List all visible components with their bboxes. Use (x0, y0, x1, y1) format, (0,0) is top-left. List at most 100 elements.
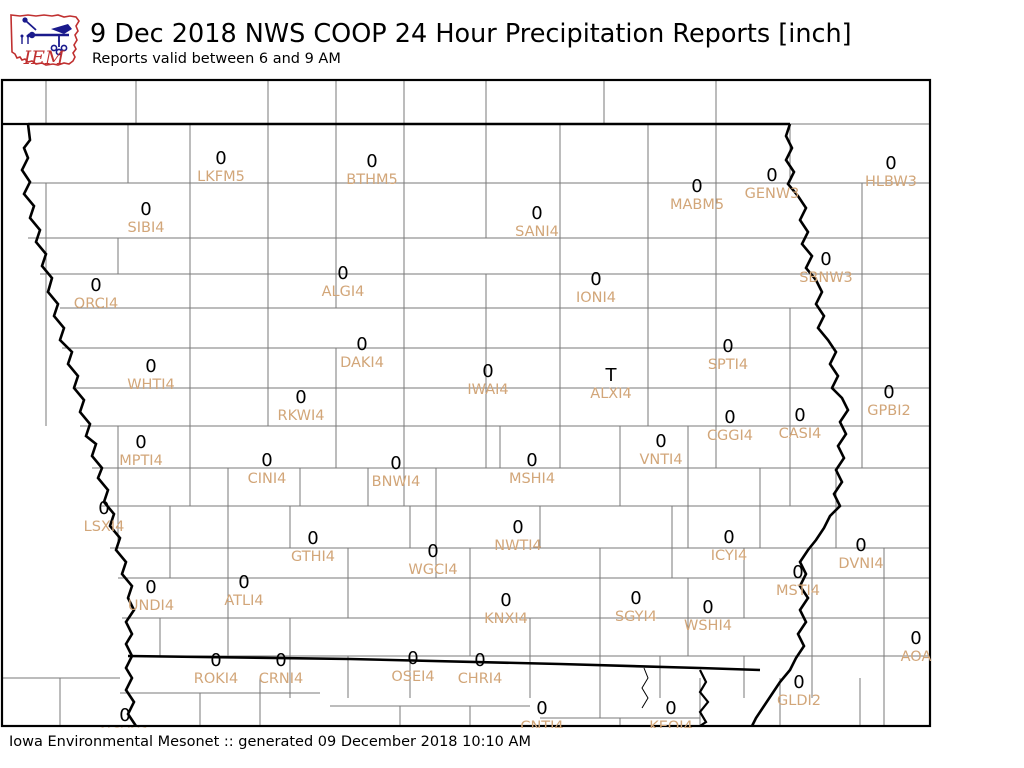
iowa-south-border (127, 654, 761, 672)
observation-value: 0 (140, 199, 151, 220)
observation-value: 0 (665, 698, 676, 719)
observation-value: 0 (427, 541, 438, 562)
vane-knob (22, 17, 28, 23)
anemometer-cup-left (50, 44, 58, 52)
observation-value: 0 (885, 153, 896, 174)
page-header: IEM 9 Dec 2018 NWS COOP 24 Hour Precipit… (0, 0, 1024, 78)
observation-value: 0 (474, 650, 485, 671)
observation-value: 0 (722, 336, 733, 357)
observation-value: 0 (366, 151, 377, 172)
map-canvas[interactable]: 0 LKFM5 0 BTHM5 0 MABM5 0 GENW3 0 HLBW3 0 SIBI4 0 SAN… (0, 78, 1024, 728)
station-id-label: SIBI4 (128, 220, 165, 236)
observation-value: 0 (119, 705, 130, 726)
page-footer: Iowa Environmental Mesonet :: generated … (0, 728, 1024, 768)
station-id-label: NCYN1 (100, 726, 150, 728)
station-id-label: SPTI4 (708, 357, 748, 373)
station-id-label: LSXI4 (84, 519, 125, 535)
station-id-label: KEOI4 (649, 719, 693, 728)
station-id-label: MSTI4 (776, 583, 820, 599)
station-id-label: WSHI4 (684, 618, 732, 634)
station-id-label: AOA (901, 649, 932, 665)
iem-logo: IEM (10, 14, 80, 69)
station-id-label: LKFM5 (197, 169, 245, 185)
map-frame (0, 78, 932, 728)
observation-value: 0 (145, 356, 156, 377)
observation-value: 0 (238, 572, 249, 593)
page-title: 9 Dec 2018 NWS COOP 24 Hour Precipitatio… (90, 19, 852, 49)
observation-value: 0 (356, 334, 367, 355)
observation-value: 0 (512, 517, 523, 538)
station-id-label: IONI4 (576, 290, 616, 306)
station-id-label: ORCI4 (74, 296, 118, 312)
station-id-label: BTHM5 (346, 172, 397, 188)
observation-value: 0 (337, 263, 348, 284)
observation-value: 0 (910, 628, 921, 649)
observation-value: 0 (390, 453, 401, 474)
mississippi-river-east (750, 123, 850, 727)
station-id-label: ALXI4 (590, 386, 631, 402)
logo-wordmark: IEM (23, 47, 65, 69)
station-id-label: GENW3 (745, 186, 800, 202)
small-river-branch (641, 667, 649, 709)
station-report[interactable]: 0NCYN1 (100, 705, 150, 728)
station-id-label: CHRI4 (458, 671, 503, 687)
observation-value: 0 (407, 648, 418, 669)
station-id-label: CINI4 (248, 471, 287, 487)
observation-value: 0 (792, 562, 803, 583)
state-borders-layer (0, 78, 932, 728)
vane-hub (28, 31, 36, 39)
station-id-label: VNTI4 (639, 452, 682, 468)
observation-value: 0 (90, 275, 101, 296)
observation-value: 0 (590, 269, 601, 290)
station-id-label: MPTI4 (119, 453, 163, 469)
observation-value: 0 (794, 405, 805, 426)
observation-value: 0 (482, 361, 493, 382)
